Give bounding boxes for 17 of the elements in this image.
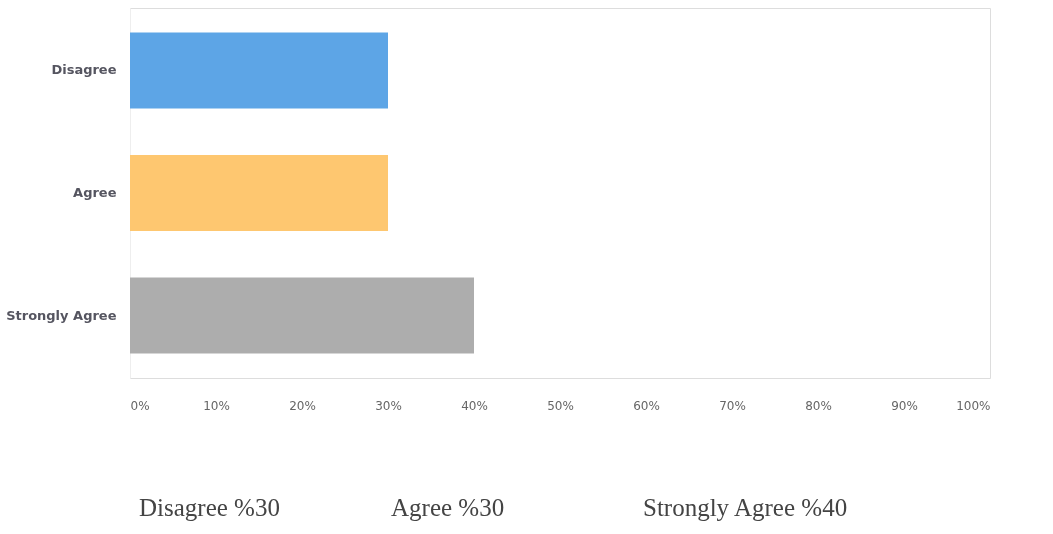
x-tick-label: 90% bbox=[891, 398, 918, 413]
x-tick-label: 20% bbox=[289, 398, 316, 413]
x-tick-label: 50% bbox=[547, 398, 574, 413]
x-tick-label: 10% bbox=[203, 398, 230, 413]
text: Disagree %30 bbox=[139, 494, 280, 521]
y-tick-label: Disagree bbox=[51, 62, 117, 78]
text: Strongly Agree %40 bbox=[643, 494, 848, 521]
x-tick-label: 60% bbox=[633, 398, 660, 413]
y-tick-label: Strongly Agree bbox=[6, 307, 117, 323]
x-tick-label: 0% bbox=[130, 398, 150, 413]
x-tick-label: 30% bbox=[375, 398, 402, 413]
y-tick-label: Agree bbox=[73, 185, 117, 200]
x-tick-label: 70% bbox=[719, 398, 746, 413]
text: Agree %30 bbox=[391, 494, 505, 521]
x-tick-label: 40% bbox=[461, 398, 488, 413]
x-tick-label: 80% bbox=[805, 398, 832, 413]
x-tick-label: 100% bbox=[956, 398, 991, 413]
